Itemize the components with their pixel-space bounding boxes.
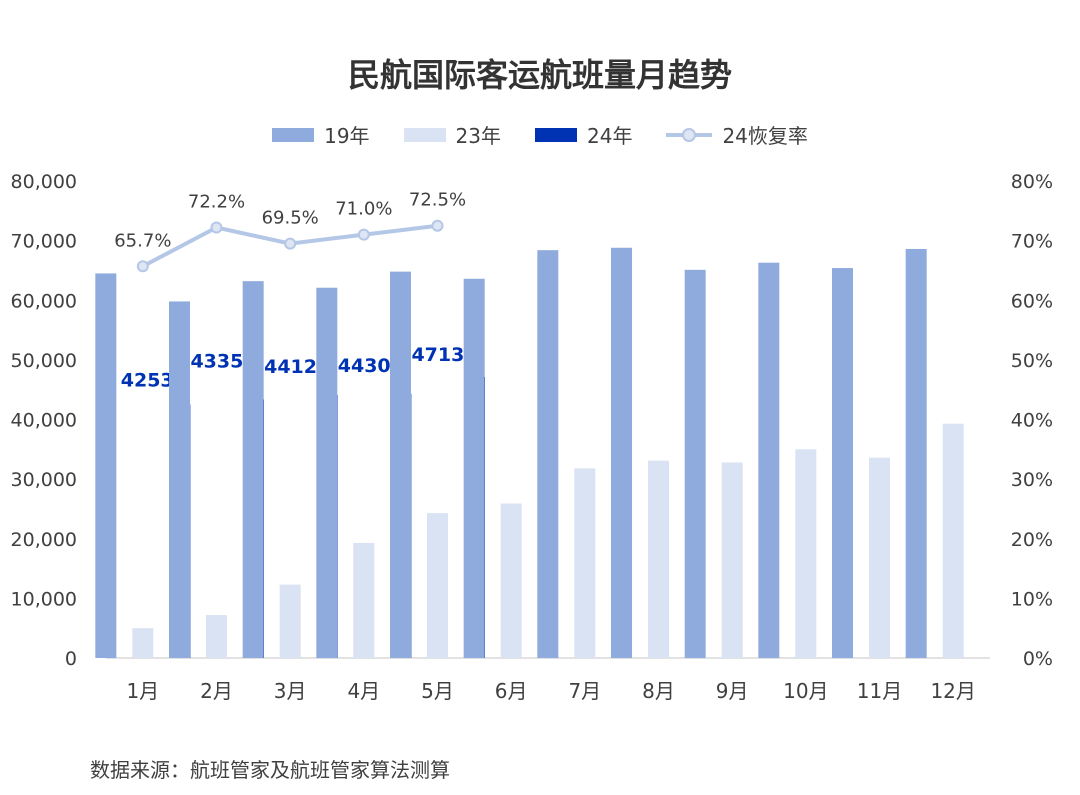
x-tick-label: 9月 <box>716 679 749 703</box>
x-tick-label: 1月 <box>126 679 159 703</box>
y-right-tick-label: 60% <box>1011 290 1053 312</box>
bar-23 <box>132 628 154 658</box>
x-tick-label: 2月 <box>200 679 233 703</box>
rate-point <box>357 228 370 241</box>
legend-item-19: 19年 <box>272 120 370 149</box>
bar-19 <box>95 273 117 658</box>
bar-23 <box>427 513 448 658</box>
rate-point <box>284 237 297 250</box>
chart-title: 民航国际客运航班量月趋势 <box>347 56 732 94</box>
rate-point <box>431 219 444 232</box>
bar-19 <box>537 250 559 659</box>
bar-23 <box>869 457 890 658</box>
legend-item-23: 23年 <box>403 120 501 149</box>
legend-item-rate: 24恢复率 <box>666 120 808 149</box>
x-tick-label: 3月 <box>274 679 307 703</box>
bar-23 <box>795 449 817 658</box>
y-right-tick-label: 10% <box>1011 588 1053 610</box>
y-left-tick-label: 20,000 <box>11 529 77 551</box>
legend-label-19: 19年 <box>324 124 370 148</box>
y-left-tick-label: 50,000 <box>11 350 77 372</box>
y-right-tick-label: 70% <box>1011 231 1053 253</box>
x-tick-label: 11月 <box>857 679 902 703</box>
x-tick-label: 10月 <box>783 679 828 703</box>
bar-19 <box>242 281 264 658</box>
legend-swatch-24 <box>535 127 577 142</box>
y-left-tick-label: 70,000 <box>11 231 77 253</box>
data-label-24: 44307 <box>338 355 404 377</box>
data-label-24: 44124 <box>264 356 330 378</box>
y-left-tick-label: 80,000 <box>11 171 77 193</box>
bar-19 <box>758 262 780 658</box>
y-right-tick-label: 80% <box>1011 171 1053 193</box>
legend-item-24: 24年 <box>535 120 632 149</box>
legend-swatch-rate <box>666 127 713 142</box>
y-left-tick-label: 60,000 <box>11 290 77 312</box>
y-right-tick-label: 20% <box>1011 529 1053 551</box>
bar-23 <box>206 615 227 658</box>
bar-23 <box>648 460 669 658</box>
bar-23 <box>353 542 375 658</box>
y-left-tick-label: 40,000 <box>11 410 77 432</box>
bar-23 <box>500 503 522 658</box>
y-left-tick-label: 30,000 <box>11 469 77 491</box>
x-tick-label: 7月 <box>568 679 601 703</box>
bar-23 <box>942 423 964 658</box>
x-tick-label: 8月 <box>642 679 675 703</box>
bar-19 <box>463 278 485 658</box>
legend-swatch-23 <box>403 127 446 142</box>
rate-point <box>136 260 149 273</box>
y-left-tick-label: 10,000 <box>11 588 77 610</box>
rate-label: 69.5% <box>262 208 319 229</box>
legend-label-23: 23年 <box>455 124 501 148</box>
bar-19 <box>684 269 706 658</box>
rate-point <box>210 221 223 234</box>
legend-label-rate: 24恢复率 <box>722 124 808 148</box>
rate-label: 72.2% <box>188 192 245 213</box>
bar-19 <box>390 271 411 658</box>
bar-19 <box>611 247 632 658</box>
x-tick-label: 4月 <box>347 679 380 703</box>
source-note: 数据来源：航班管家及航班管家算法测算 <box>90 758 450 782</box>
y-left-tick-label: 0 <box>65 648 77 670</box>
rate-label: 65.7% <box>114 230 171 251</box>
legend: 19年 23年 24年 24恢复率 <box>0 120 1080 149</box>
rate-label: 71.0% <box>335 199 392 220</box>
x-tick-label: 5月 <box>421 679 454 703</box>
rate-label: 72.5% <box>409 190 466 211</box>
y-right-tick-label: 30% <box>1011 469 1053 491</box>
bar-23 <box>721 462 743 658</box>
bar-23 <box>574 468 596 658</box>
data-label-24: 43350 <box>190 351 256 373</box>
bar-19 <box>832 268 853 658</box>
bar-19 <box>169 301 190 658</box>
x-tick-label: 12月 <box>930 679 975 703</box>
y-right-tick-label: 40% <box>1011 410 1053 432</box>
data-label-24: 47138 <box>411 344 477 366</box>
bar-23 <box>279 584 301 658</box>
y-right-tick-label: 0% <box>1023 648 1053 670</box>
legend-swatch-19 <box>272 127 315 142</box>
bar-19 <box>905 248 927 658</box>
bar-19 <box>316 287 338 658</box>
legend-label-24: 24年 <box>587 124 633 148</box>
y-right-tick-label: 50% <box>1011 350 1053 372</box>
x-tick-label: 6月 <box>495 679 528 703</box>
